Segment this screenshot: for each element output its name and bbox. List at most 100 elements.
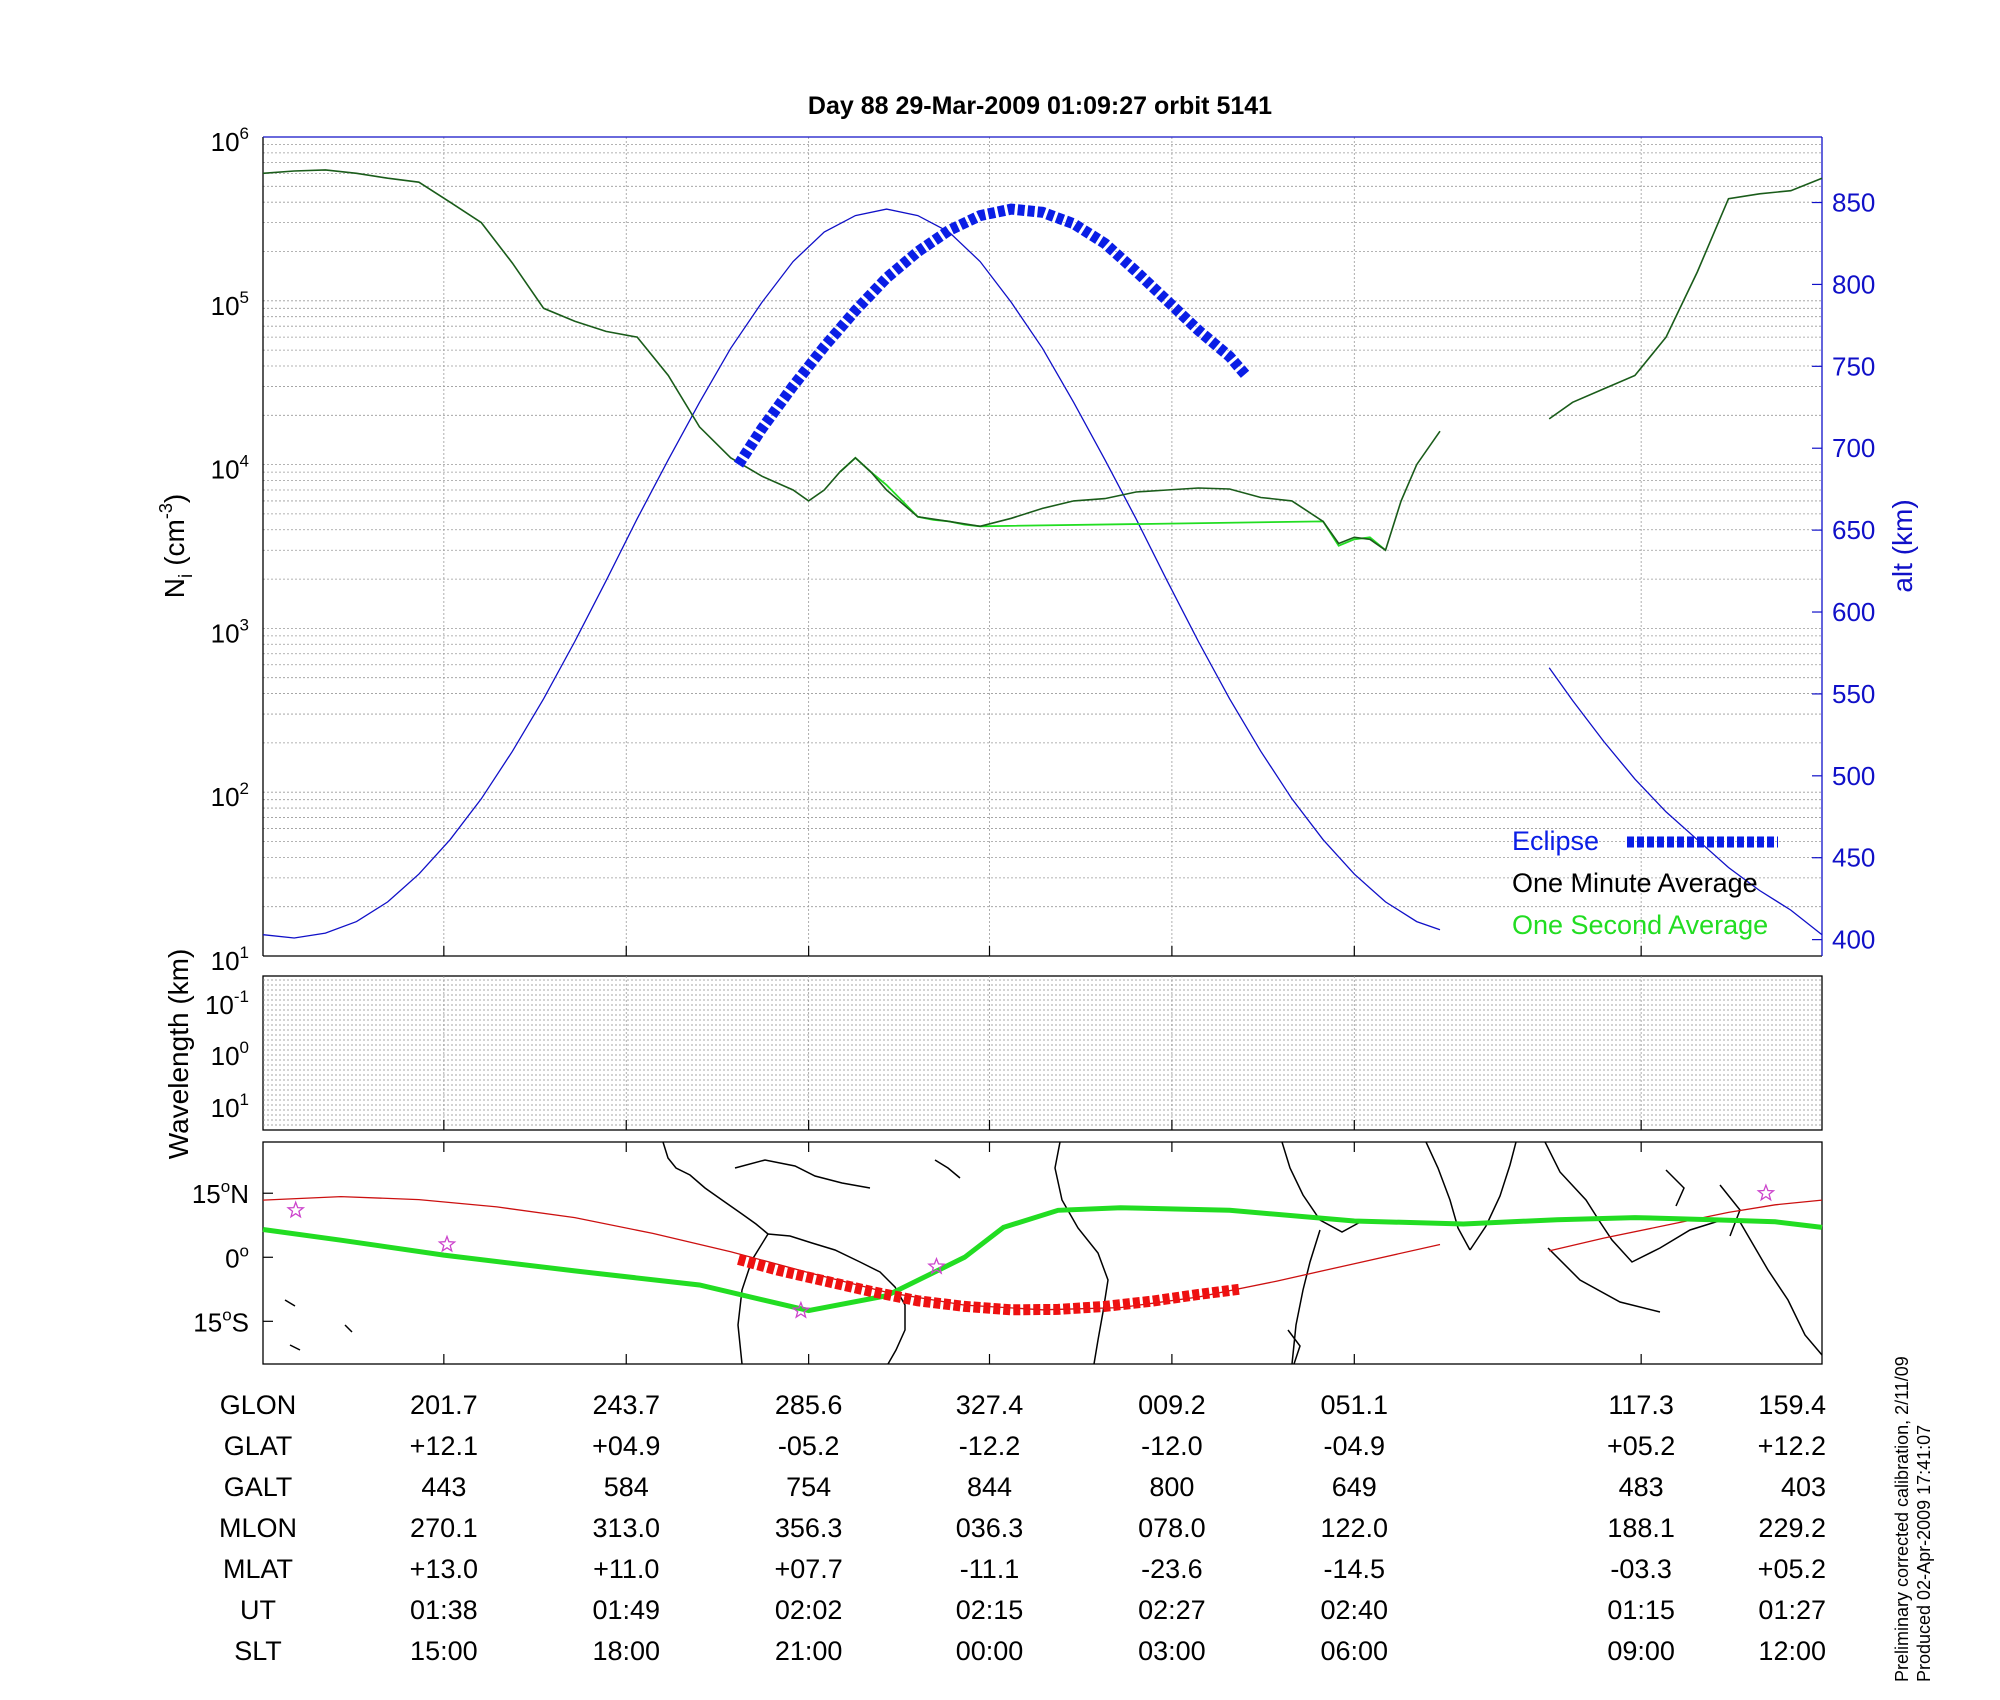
ephemeris-value: 03:00 — [1138, 1636, 1206, 1666]
lat-tick-label: 15oN — [192, 1177, 249, 1209]
ephemeris-value: 078.0 — [1138, 1513, 1206, 1543]
ephemeris-table: GLON 201.7 243.7 285.6 327.4 009.2 051.1 117.3 1… — [219, 1390, 1826, 1666]
coastline-segment — [734, 1159, 871, 1189]
wavelength-tick-label: 100 — [211, 1038, 249, 1071]
ephemeris-row-glon: GLON 201.7 243.7 285.6 327.4 009.2 051.1 117.3 1… — [220, 1390, 1826, 1420]
y2-tick-label: 550 — [1832, 679, 1875, 709]
ephemeris-value: -14.5 — [1324, 1554, 1386, 1584]
lat-tick-label: 15oS — [193, 1305, 249, 1337]
ephemeris-label: UT — [240, 1595, 276, 1625]
wavelength-tick-label: 101 — [211, 1090, 249, 1123]
ephemeris-label: GLON — [220, 1390, 297, 1420]
ephemeris-label: GLAT — [224, 1431, 293, 1461]
wavelength-panel: 10-1 100 101 Wavelength (km) — [163, 949, 1823, 1159]
magnetic-marker-star — [286, 1200, 306, 1219]
ephemeris-value: 036.3 — [956, 1513, 1024, 1543]
ephemeris-value: 159.4 — [1758, 1390, 1826, 1420]
ephemeris-value: 01:38 — [410, 1595, 478, 1625]
ephemeris-value: 01:27 — [1758, 1595, 1826, 1625]
magnetic-marker-star — [791, 1300, 811, 1319]
coastline-segment — [1425, 1141, 1471, 1251]
ephemeris-value: 313.0 — [592, 1513, 660, 1543]
ephemeris-value: 12:00 — [1758, 1636, 1826, 1666]
coastline-segment — [662, 1141, 769, 1235]
coastline-segment — [1665, 1169, 1685, 1207]
ephemeris-value: 403 — [1781, 1472, 1826, 1502]
ephemeris-label: GALT — [224, 1472, 293, 1502]
ephemeris-value: +13.0 — [410, 1554, 478, 1584]
legend-minute-label: One Minute Average — [1512, 868, 1758, 898]
legend: Eclipse One Minute Average One Second Aver… — [1512, 826, 1778, 940]
ephemeris-value: +12.2 — [1758, 1431, 1826, 1461]
y2-tick-label: 850 — [1832, 188, 1875, 218]
y2-axis-label: alt (km) — [1887, 499, 1918, 592]
coastline-segment — [284, 1299, 296, 1307]
ephemeris-value: -11.1 — [960, 1554, 1020, 1584]
ephemeris-value: 18:00 — [592, 1636, 660, 1666]
density-altitude-panel: 101 102 103 104 105 106 400 450 500 550 600 650 700 7… — [156, 124, 1918, 976]
coastline-segment — [737, 1233, 769, 1365]
ephemeris-label: MLAT — [223, 1554, 293, 1584]
coastline-segment — [1547, 1247, 1661, 1313]
ephemeris-value: 800 — [1149, 1472, 1194, 1502]
ground-track-eclipse — [737, 1254, 1240, 1316]
ephemeris-value: 02:27 — [1138, 1595, 1206, 1625]
ephemeris-value: 02:02 — [775, 1595, 843, 1625]
y-axis-label: Ni(cm-3) — [156, 494, 197, 598]
ephemeris-value: +05.2 — [1758, 1554, 1826, 1584]
series-eclipse — [733, 203, 1250, 468]
chart-title: Day 88 29-Mar-2009 01:09:27 orbit 5141 — [808, 92, 1272, 120]
ephemeris-value: +05.2 — [1607, 1431, 1675, 1461]
ephemeris-value: +12.1 — [410, 1431, 478, 1461]
y-tick-label-3: 103 — [211, 615, 249, 648]
magnetic-marker-star — [1756, 1183, 1776, 1202]
ephemeris-value: 051.1 — [1321, 1390, 1389, 1420]
ephemeris-value: 01:49 — [592, 1595, 660, 1625]
ephemeris-value: 649 — [1332, 1472, 1377, 1502]
ephemeris-value: 356.3 — [775, 1513, 843, 1543]
ephemeris-value: 02:40 — [1321, 1595, 1389, 1625]
ephemeris-value: 327.4 — [956, 1390, 1024, 1420]
coastline-segment — [289, 1344, 301, 1351]
ephemeris-row-galt: GALT 443 584 754 844 800 649 483 403 — [224, 1472, 1826, 1502]
ground-track-panel: 15oN 0o 15oS — [192, 1141, 1823, 1365]
dip-equator-line — [262, 1205, 1823, 1314]
series-minute_avg — [262, 169, 1441, 552]
y2-tick-label: 700 — [1832, 433, 1875, 463]
y-tick-label-5: 105 — [211, 288, 249, 321]
ephemeris-row-glat: GLAT +12.1 +04.9 -05.2 -12.2 -12.0 -04.9 +05.2 +… — [224, 1431, 1826, 1461]
footnote: Preliminary corrected calibration, 2/11/… — [1892, 1356, 1934, 1682]
series-altitude — [262, 208, 1441, 939]
coastline-segment — [1287, 1329, 1301, 1365]
series-second_avg — [839, 456, 1387, 551]
ephemeris-value: 229.2 — [1758, 1513, 1826, 1543]
y2-tick-label: 500 — [1832, 761, 1875, 791]
y-tick-label-2: 102 — [211, 779, 249, 812]
ephemeris-value: +11.0 — [593, 1554, 659, 1584]
ephemeris-label: MLON — [219, 1513, 297, 1543]
coastline-segment — [1544, 1141, 1723, 1263]
ephemeris-value: +07.7 — [774, 1554, 842, 1584]
ephemeris-value: 15:00 — [410, 1636, 478, 1666]
series-minute_avg_after_gap — [1548, 177, 1823, 420]
ephemeris-value: -12.2 — [959, 1431, 1021, 1461]
ephemeris-value: 122.0 — [1321, 1513, 1389, 1543]
ephemeris-value: 188.1 — [1607, 1513, 1675, 1543]
y2-tick-label: 750 — [1832, 351, 1875, 381]
footnote-produced: Produced 02-Apr-2009 17:41:07 — [1914, 1425, 1934, 1682]
wavelength-frame — [262, 975, 1823, 1131]
ephemeris-value: 21:00 — [775, 1636, 843, 1666]
ephemeris-value: -23.6 — [1141, 1554, 1203, 1584]
magnetic-marker-star — [927, 1256, 946, 1275]
y-tick-label-4: 104 — [211, 452, 249, 485]
ephemeris-row-mlon: MLON 270.1 313.0 356.3 036.3 078.0 122.0 188.1 2… — [219, 1513, 1826, 1543]
ephemeris-value: 584 — [604, 1472, 649, 1502]
coastline-segment — [934, 1159, 961, 1179]
y-tick-label-1: 101 — [211, 943, 249, 976]
ephemeris-value: 201.7 — [410, 1390, 478, 1420]
series-altitude_after_gap — [1548, 667, 1823, 936]
y-tick-label-6: 106 — [211, 124, 249, 157]
ephemeris-row-slt: SLT 15:00 18:00 21:00 00:00 03:00 06:00 09:00 12… — [234, 1636, 1826, 1666]
wavelength-tick-label: 10-1 — [205, 987, 249, 1020]
